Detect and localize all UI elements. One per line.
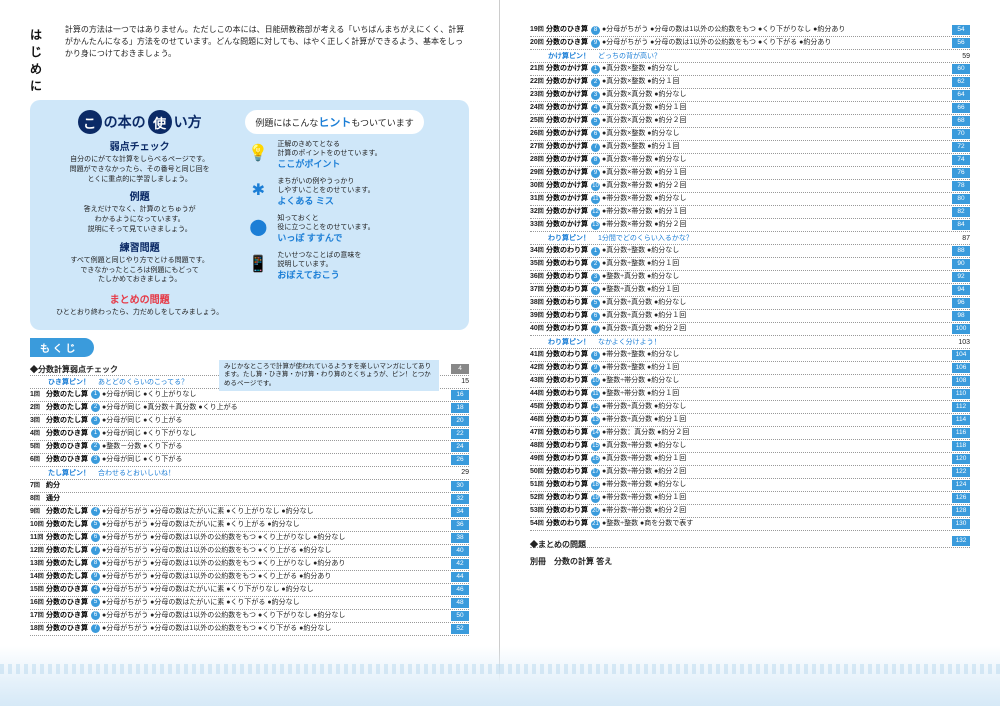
matome-h: まとめの問題 xyxy=(42,291,237,306)
circle-ko: こ xyxy=(78,110,102,134)
toc-row: 23回 分数のかけ算 3 ●真分数×真分数 ●約分なし 64 xyxy=(530,89,970,102)
toc-row: 14回 分数のたし算 9 ●分母がちがう ●分母の数は1以外の公約数をもつ ●く… xyxy=(30,571,469,584)
toc-row: 10回 分数のたし算 5 ●分母がちがう ●分母の数はたがいに素 ●くり上がる … xyxy=(30,519,469,532)
toc-row: 2回 分数のたし算 2 ●分母が同じ ●真分数＋真分数 ●くり上がる 18 xyxy=(30,402,469,415)
toc-row: 16回 分数のひき算 5 ●分母がちがう ●分母の数はたがいに素 ●くり下がる … xyxy=(30,597,469,610)
usage-panel: こ の本の 使 い方 弱点チェック 自分のにがてな計算をしらべるページです。 問… xyxy=(30,100,469,330)
toc-row: 47回 分数のわり算 14 ●帯分数：真分数 ●約分２回 116 xyxy=(530,427,970,440)
toc-row: 49回 分数のわり算 16 ●真分数÷帯分数 ●約分１回 120 xyxy=(530,453,970,466)
toc-row: 48回 分数のわり算 15 ●真分数÷帯分数 ●約分なし 118 xyxy=(530,440,970,453)
wave-decoration xyxy=(0,646,500,706)
renshuu-h: 練習問題 xyxy=(42,239,237,254)
toc-row: 34回 分数のわり算 1 ●真分数÷整数 ●約分なし 88 xyxy=(530,245,970,258)
toc-row: 37回 分数のわり算 4 ●整数÷真分数 ●約分１回 94 xyxy=(530,284,970,297)
toc-row: 31回 分数のかけ算 11 ●帯分数×帯分数 ●約分なし 80 xyxy=(530,193,970,206)
intro-heading: はじめに xyxy=(30,24,55,94)
toc-row: 53回 分数のわり算 20 ●帯分数÷帯分数 ●約分２回 128 xyxy=(530,505,970,518)
toc-row: 24回 分数のかけ算 4 ●真分数×真分数 ●約分１回 66 xyxy=(530,102,970,115)
toc-row: 9回 分数のたし算 4 ●分母がちがう ●分母の数はたがいに素 ●くり上がりなし… xyxy=(30,506,469,519)
bessatsu: 別冊 分数の計算 答え xyxy=(530,556,970,567)
wave-decoration xyxy=(500,646,1000,706)
reidai-h: 例題 xyxy=(42,188,237,203)
toc-row: 7回 約分 30 xyxy=(30,480,469,493)
toc-row: 6回 分数のひき算 3 ●分母が同じ ●くり下がる 26 xyxy=(30,454,469,467)
toc-row: 19回 分数のひき算 8 ●分母がちがう ●分母の数は1以外の公約数をもつ ●く… xyxy=(530,24,970,37)
toc-row: 50回 分数のわり算 17 ●真分数÷帯分数 ●約分２回 122 xyxy=(530,466,970,479)
left-page: はじめに 計算の方法は一つではありません。ただしこの本には、日能研教務部が考える… xyxy=(0,0,500,706)
mokuji-label: も く じ xyxy=(30,338,94,357)
toc-row: 43回 分数のわり算 10 ●整数÷帯分数 ●約分なし 108 xyxy=(530,375,970,388)
toc-right: 19回 分数のひき算 8 ●分母がちがう ●分母の数は1以外の公約数をもつ ●く… xyxy=(530,24,970,531)
toc-row: 18回 分数のひき算 7 ●分母がちがう ●分母の数は1以外の公約数をもつ ●く… xyxy=(30,623,469,636)
toc-row: 41回 分数のわり算 8 ●帯分数÷整数 ●約分なし 104 xyxy=(530,349,970,362)
weak-check-h: 弱点チェック xyxy=(42,138,237,153)
toc-row: 52回 分数のわり算 19 ●帯分数÷帯分数 ●約分１回 126 xyxy=(530,492,970,505)
toc-row: 15回 分数のひき算 4 ●分母がちがう ●分母の数はたがいに素 ●くり下がりな… xyxy=(30,584,469,597)
toc-row: 20回 分数のひき算 9 ●分母がちがう ●分母の数は1以外の公約数をもつ ●く… xyxy=(530,37,970,50)
splash-icon: ✱ xyxy=(245,177,271,203)
toc-row: 11回 分数のたし算 6 ●分母がちがう ●分母の数は1以外の公約数をもつ ●く… xyxy=(30,532,469,545)
toc-row: 36回 分数のわり算 3 ●整数÷真分数 ●約分なし 92 xyxy=(530,271,970,284)
toc-row: 21回 分数のかけ算 1 ●真分数×整数 ●約分なし 60 xyxy=(530,63,970,76)
toc-row: 51回 分数のわり算 18 ●帯分数÷帯分数 ●約分なし 124 xyxy=(530,479,970,492)
circle-tsukai: 使 xyxy=(148,110,172,134)
toc-row: 33回 分数のかけ算 13 ●帯分数×帯分数 ●約分２回 84 xyxy=(530,219,970,232)
section-divider: かけ算ピン！どっちの背が高い？59 xyxy=(530,50,970,63)
toc-row: 3回 分数のたし算 3 ●分母が同じ ●くり上がる 20 xyxy=(30,415,469,428)
toc-row: 25回 分数のかけ算 5 ●真分数×真分数 ●約分２回 68 xyxy=(530,115,970,128)
toc-row: 12回 分数のたし算 7 ●分母がちがう ●分母の数は1以外の公約数をもつ ●く… xyxy=(30,545,469,558)
toc-row: 29回 分数のかけ算 9 ●真分数×帯分数 ●約分１回 76 xyxy=(530,167,970,180)
toc-left: ひき算ピン！あとどのくらいのこってる？15 1回 分数のたし算 1 ●分母が同じ… xyxy=(30,376,469,636)
toc-row: 38回 分数のわり算 5 ●真分数÷真分数 ●約分なし 96 xyxy=(530,297,970,310)
toc-row: 30回 分数のかけ算 10 ●真分数×帯分数 ●約分２回 78 xyxy=(530,180,970,193)
toc-row: 35回 分数のわり算 2 ●真分数÷整数 ●約分１回 90 xyxy=(530,258,970,271)
toc-row: 26回 分数のかけ算 6 ●真分数×整数 ●約分なし 70 xyxy=(530,128,970,141)
footprint-icon: ⬤ xyxy=(245,214,271,240)
toc-row: 8回 通分 32 xyxy=(30,493,469,506)
phone-icon: 📱 xyxy=(245,251,271,277)
note-box: みじかなところで計算が使われているようすを楽しいマンガにしてあります。たし算・ひ… xyxy=(219,360,439,391)
right-page: 19回 分数のひき算 8 ●分母がちがう ●分母の数は1以外の公約数をもつ ●く… xyxy=(500,0,1000,706)
toc-row: 28回 分数のかけ算 8 ●真分数×帯分数 ●約分なし 74 xyxy=(530,154,970,167)
toc-row: 54回 分数のわり算 21 ●整数÷整数 ●商を分数で表す 130 xyxy=(530,518,970,531)
toc-row: 39回 分数のわり算 6 ●真分数÷真分数 ●約分１回 98 xyxy=(530,310,970,323)
toc-row: 46回 分数のわり算 13 ●帯分数÷真分数 ●約分１回 114 xyxy=(530,414,970,427)
toc-row: 45回 分数のわり算 12 ●帯分数÷真分数 ●約分なし 112 xyxy=(530,401,970,414)
toc-row: 27回 分数のかけ算 7 ●真分数×整数 ●約分１回 72 xyxy=(530,141,970,154)
toc-row: 13回 分数のたし算 8 ●分母がちがう ●分母の数は1以外の公約数をもつ ●く… xyxy=(30,558,469,571)
toc-row: 17回 分数のひき算 6 ●分母がちがう ●分母の数は1以外の公約数をもつ ●く… xyxy=(30,610,469,623)
toc-row: 40回 分数のわり算 7 ●真分数÷真分数 ●約分２回 100 xyxy=(530,323,970,336)
toc-row: 4回 分数のひき算 1 ●分母が同じ ●くり下がりなし 22 xyxy=(30,428,469,441)
toc-row: 44回 分数のわり算 11 ●整数÷帯分数 ●約分１回 110 xyxy=(530,388,970,401)
section-divider: わり算ピン！なかよく分けよう！103 xyxy=(530,336,970,349)
lightbulb-icon: 💡 xyxy=(245,140,271,166)
toc-row: 22回 分数のかけ算 2 ●真分数×整数 ●約分１回 62 xyxy=(530,76,970,89)
speech-bubble: 例題にはこんなヒントもついています xyxy=(245,110,423,134)
toc-row: 32回 分数のかけ算 12 ●帯分数×帯分数 ●約分１回 82 xyxy=(530,206,970,219)
section-divider: たし算ピン！合わせるとおいしいね！29 xyxy=(30,467,469,480)
section-divider: わり算ピン！1分間でどのくらい入るかな？87 xyxy=(530,232,970,245)
toc-row: 5回 分数のひき算 2 ●整数－分数 ●くり下がる 24 xyxy=(30,441,469,454)
toc-row: 42回 分数のわり算 9 ●帯分数÷整数 ●約分１回 106 xyxy=(530,362,970,375)
intro-text: 計算の方法は一つではありません。ただしこの本には、日能研教務部が考える「いちばん… xyxy=(65,24,469,94)
